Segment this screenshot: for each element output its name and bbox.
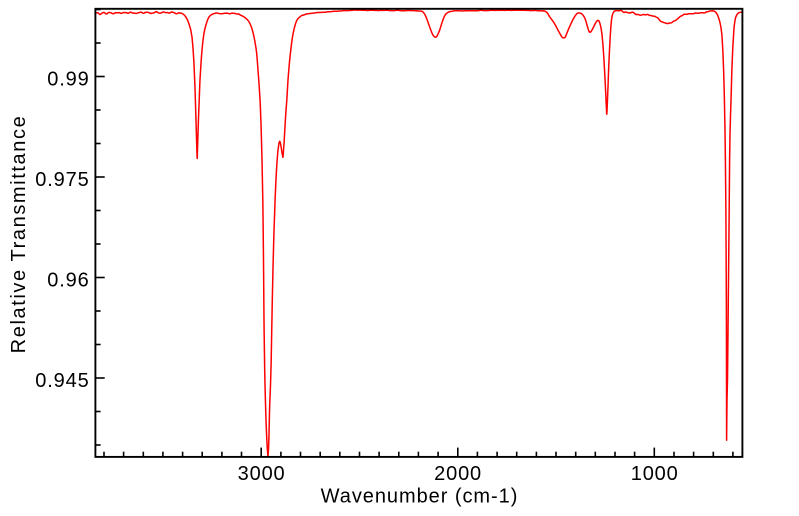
svg-text:Wavenumber (cm-1): Wavenumber (cm-1) [321,486,519,508]
svg-text:0.99: 0.99 [47,68,89,90]
svg-text:Relative Transmittance: Relative Transmittance [8,115,30,354]
svg-text:0.945: 0.945 [35,370,89,392]
svg-text:0.975: 0.975 [35,169,89,191]
svg-text:0.96: 0.96 [47,269,89,291]
svg-text:3000: 3000 [238,463,286,485]
svg-text:1000: 1000 [631,463,679,485]
svg-text:2000: 2000 [434,463,482,485]
